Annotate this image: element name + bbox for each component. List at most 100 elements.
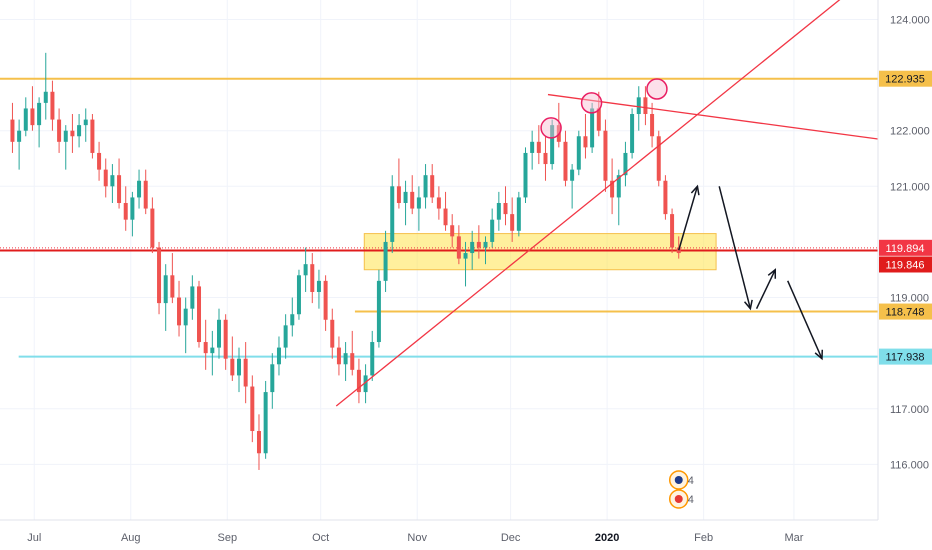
candle-body bbox=[450, 225, 455, 237]
event-marker-1-label: 4 bbox=[688, 475, 694, 487]
candle-body bbox=[463, 253, 468, 259]
candle-body bbox=[77, 125, 82, 137]
candle-body bbox=[43, 91, 48, 103]
candle-body bbox=[123, 202, 128, 220]
candle-body bbox=[383, 241, 388, 281]
projection-arrow bbox=[718, 186, 752, 309]
candle-body bbox=[430, 175, 435, 198]
y-tick-label: 119.000 bbox=[890, 293, 929, 305]
candle-body bbox=[23, 108, 28, 131]
price-scale-labels: 122.935 119.894 119.846 118.748 117.938 bbox=[879, 70, 932, 365]
x-tick-label: Sep bbox=[217, 532, 237, 544]
candle-body bbox=[583, 136, 588, 148]
candle-body bbox=[37, 102, 42, 126]
candle-body bbox=[596, 108, 601, 131]
candle-body bbox=[656, 136, 661, 181]
x-tick-label: Nov bbox=[407, 532, 427, 544]
projection-arrowhead bbox=[690, 184, 700, 196]
candle-body bbox=[576, 136, 581, 170]
candle-body bbox=[323, 280, 328, 320]
support-zone-layer bbox=[363, 233, 717, 271]
candle-body bbox=[170, 275, 175, 298]
candle-body bbox=[230, 358, 235, 376]
y-tick-label: 117.000 bbox=[890, 404, 929, 416]
candle-body bbox=[330, 319, 335, 348]
candle-body bbox=[197, 286, 202, 343]
candle-body bbox=[570, 169, 575, 181]
candle-body bbox=[623, 152, 628, 176]
y-tick-label: 121.000 bbox=[890, 181, 930, 193]
candle-body bbox=[103, 169, 108, 187]
candle-body bbox=[90, 119, 95, 153]
projection-arrow bbox=[787, 280, 823, 360]
candle-body bbox=[396, 186, 401, 203]
price-label: 119.894 bbox=[886, 243, 925, 255]
candle-body bbox=[676, 247, 681, 254]
candle-body bbox=[496, 202, 501, 220]
time-scale[interactable] bbox=[0, 520, 878, 550]
candle-body bbox=[443, 208, 448, 226]
candle-body bbox=[17, 130, 22, 142]
candle-body bbox=[363, 375, 368, 393]
candlestick-series bbox=[10, 52, 681, 470]
candle-body bbox=[356, 369, 361, 393]
candle-body bbox=[70, 130, 75, 137]
candle-body bbox=[670, 214, 675, 248]
x-tick-label: Mar bbox=[784, 532, 803, 544]
candle-body bbox=[276, 347, 281, 365]
candle-body bbox=[256, 431, 261, 454]
candle-body bbox=[470, 241, 475, 254]
candle-body bbox=[117, 175, 122, 203]
y-tick-label: 116.000 bbox=[890, 459, 929, 471]
candle-body bbox=[370, 342, 375, 376]
candle-body bbox=[390, 186, 395, 242]
left-shoulder-marker bbox=[540, 117, 562, 139]
candle-body bbox=[616, 175, 621, 198]
candle-body bbox=[270, 364, 275, 393]
candle-body bbox=[563, 141, 568, 181]
candle-body bbox=[410, 191, 415, 209]
candle-body bbox=[456, 236, 461, 259]
price-label-box bbox=[879, 239, 932, 256]
candle-body bbox=[650, 114, 655, 137]
candle-body bbox=[476, 241, 481, 248]
candle-body bbox=[316, 280, 321, 292]
candle-body bbox=[490, 219, 495, 242]
candle-body bbox=[137, 180, 142, 198]
head-marker bbox=[580, 92, 603, 114]
candle-body bbox=[630, 114, 635, 153]
candle-body bbox=[350, 353, 355, 370]
candle-body bbox=[283, 325, 288, 348]
candle-body bbox=[510, 214, 515, 231]
candle-body bbox=[57, 119, 62, 142]
candle-body bbox=[550, 125, 555, 165]
candle-body bbox=[97, 152, 102, 170]
candle-body bbox=[310, 264, 315, 292]
candle-body bbox=[296, 275, 301, 315]
price-label-box bbox=[879, 70, 932, 87]
projection-arrowhead bbox=[743, 299, 753, 311]
price-label-box bbox=[879, 348, 932, 365]
candle-body bbox=[416, 197, 421, 209]
candle-body bbox=[523, 152, 528, 198]
x-tick-label: 2020 bbox=[595, 532, 619, 544]
candle-body bbox=[636, 97, 641, 115]
event-marker-1-flag bbox=[674, 476, 683, 484]
candle-body bbox=[250, 386, 255, 432]
candle-body bbox=[177, 297, 182, 326]
candle-body bbox=[336, 347, 341, 365]
x-tick-label: Jul bbox=[27, 532, 41, 544]
candle-body bbox=[263, 392, 268, 454]
candle-body bbox=[663, 180, 668, 215]
candle-body bbox=[590, 108, 595, 148]
projection-arrowhead bbox=[767, 268, 777, 279]
uptrend-line bbox=[335, 0, 841, 407]
event-markers-layer: 44 bbox=[668, 470, 694, 509]
projection-arrowhead bbox=[814, 349, 824, 361]
candle-body bbox=[243, 358, 248, 387]
price-scale[interactable] bbox=[878, 0, 932, 550]
y-tick-label: 122.000 bbox=[890, 126, 930, 138]
time-scale-ticks: Jul Aug Sep Oct Nov Dec 2020 Feb Mar bbox=[27, 532, 804, 544]
x-tick-label: Feb bbox=[694, 532, 713, 544]
